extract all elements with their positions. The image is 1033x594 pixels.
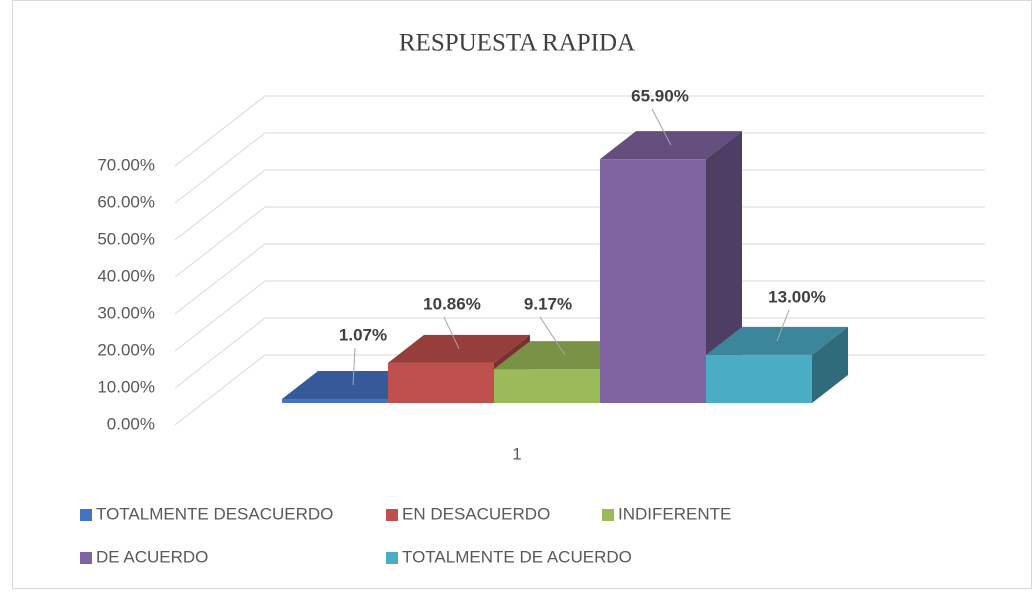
- grid-line: [174, 95, 985, 167]
- data-label: 65.90%: [631, 86, 689, 105]
- legend-swatch: [386, 552, 398, 564]
- y-tick-label: 30.00%: [97, 303, 155, 322]
- legend-swatch: [602, 509, 614, 521]
- leader-line: [651, 108, 672, 146]
- leader-line: [352, 347, 356, 386]
- data-label: 9.17%: [524, 294, 572, 313]
- grid-line: [174, 280, 985, 352]
- bar: [600, 159, 706, 403]
- bar: [388, 362, 494, 403]
- x-tick-label: 1: [512, 444, 521, 463]
- grid-line: [174, 317, 985, 389]
- grid-line: [174, 132, 985, 204]
- legend-label: INDIFERENTE: [618, 504, 731, 523]
- data-label: 1.07%: [339, 325, 387, 344]
- legend-swatch: [80, 509, 92, 521]
- legend-label: EN DESACUERDO: [402, 504, 550, 523]
- data-label: 10.86%: [423, 294, 481, 313]
- leader-line: [443, 316, 460, 350]
- y-tick-label: 70.00%: [97, 155, 155, 174]
- legend-label: TOTALMENTE DESACUERDO: [96, 504, 333, 523]
- y-tick-label: 60.00%: [97, 192, 155, 211]
- y-tick-label: 50.00%: [97, 229, 155, 248]
- grid-line: [174, 169, 985, 241]
- bar: [494, 369, 600, 403]
- data-label: 13.00%: [768, 287, 826, 306]
- legend-label: TOTALMENTE DE ACUERDO: [402, 547, 632, 566]
- leader-line: [776, 309, 790, 342]
- y-tick-label: 10.00%: [97, 377, 155, 396]
- y-tick-label: 0.00%: [107, 414, 155, 433]
- legend-swatch: [386, 509, 398, 521]
- legend-label: DE ACUERDO: [96, 547, 208, 566]
- chart-frame: [12, 0, 1032, 589]
- bar-side: [812, 326, 848, 403]
- y-tick-label: 20.00%: [97, 340, 155, 359]
- grid-line: [174, 206, 985, 278]
- bar: [706, 354, 812, 403]
- grid-line: [174, 243, 985, 315]
- y-tick-label: 40.00%: [97, 266, 155, 285]
- legend-swatch: [80, 552, 92, 564]
- bar: [282, 399, 388, 403]
- leader-line: [539, 316, 566, 356]
- chart-title: RESPUESTA RAPIDA: [399, 30, 635, 57]
